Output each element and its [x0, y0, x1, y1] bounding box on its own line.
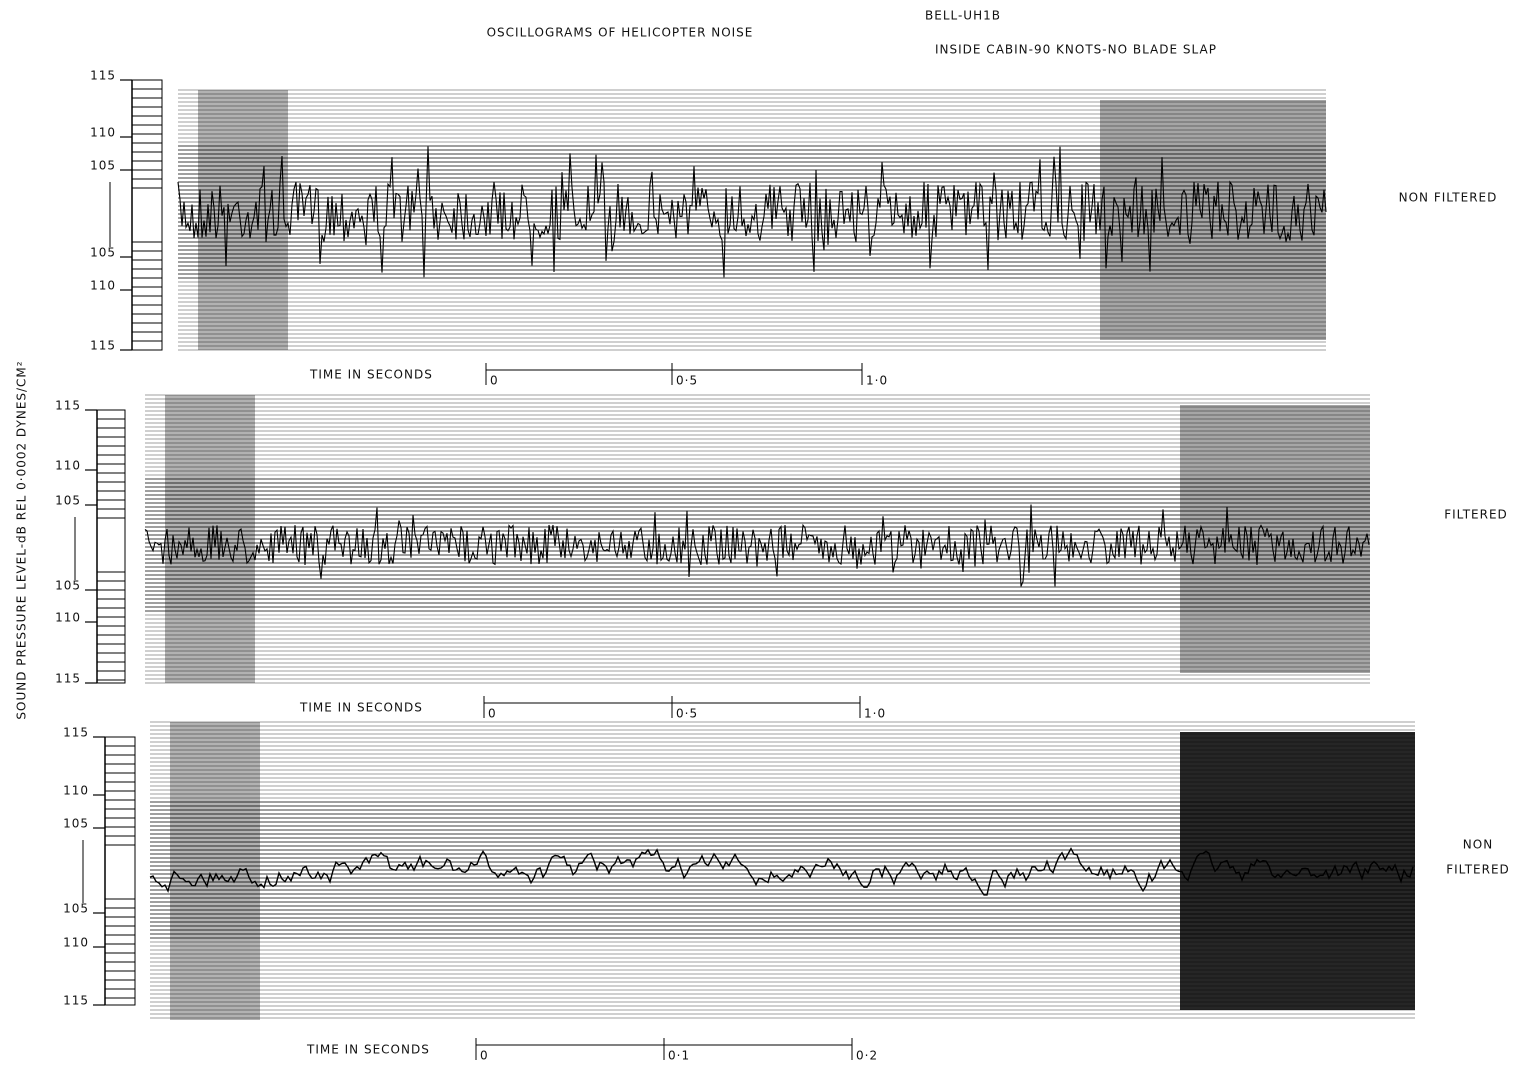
panel-label: FILTERED	[1444, 508, 1508, 522]
figure: OSCILLOGRAMS OF HELICOPTER NOISE BELL-UH…	[0, 0, 1517, 1066]
y-axis-label: SOUND PRESSURE LEVEL-dB REL 0·0002 DYNES…	[15, 360, 29, 719]
scale-label: 115	[55, 672, 81, 686]
time-tick-label: 1·0	[866, 374, 888, 388]
time-tick-label: 0	[490, 374, 499, 388]
time-tick-label: 0	[480, 1049, 489, 1063]
dark-region	[198, 90, 288, 350]
scale-label: 115	[55, 399, 81, 413]
scale-label: 105	[90, 246, 116, 260]
panel-label: FILTERED	[1446, 863, 1510, 877]
scale-label: 110	[90, 279, 116, 293]
scale-label: 105	[63, 902, 89, 916]
scale-label: 115	[90, 339, 116, 353]
time-label: TIME IN SECONDS	[306, 1043, 430, 1057]
scale-label: 105	[55, 494, 81, 508]
scale-label: 110	[55, 611, 81, 625]
time-label: TIME IN SECONDS	[309, 368, 433, 382]
panel-label: NON FILTERED	[1399, 191, 1498, 205]
time-tick-label: 0	[488, 707, 497, 721]
time-tick-label: 0·5	[676, 374, 698, 388]
scale-label: 115	[63, 994, 89, 1008]
scale-label: 110	[63, 784, 89, 798]
scale-label: 105	[55, 579, 81, 593]
scale-label: 110	[55, 459, 81, 473]
scale-label: 105	[63, 817, 89, 831]
panel-label: NON	[1463, 838, 1493, 852]
time-tick-label: 0·2	[856, 1049, 878, 1063]
time-tick-label: 0·1	[668, 1049, 690, 1063]
scale-label: 110	[90, 126, 116, 140]
title: OSCILLOGRAMS OF HELICOPTER NOISE	[487, 26, 754, 40]
time-tick-label: 0·5	[676, 707, 698, 721]
aircraft: BELL-UH1B	[925, 9, 1001, 23]
time-tick-label: 1·0	[864, 707, 886, 721]
condition: INSIDE CABIN-90 KNOTS-NO BLADE SLAP	[935, 43, 1217, 57]
scale-label: 115	[63, 726, 89, 740]
time-label: TIME IN SECONDS	[299, 701, 423, 715]
scale-label: 115	[90, 69, 116, 83]
scale-label: 105	[90, 159, 116, 173]
scale-label: 110	[63, 936, 89, 950]
